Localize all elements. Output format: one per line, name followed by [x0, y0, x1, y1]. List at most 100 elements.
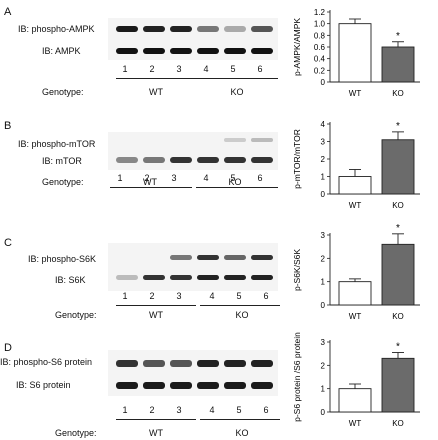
y-axis-label: p-AMPK/AMPK: [292, 18, 302, 76]
bar-ko: [381, 139, 415, 195]
lane-number: 4: [203, 173, 209, 183]
y-tick-label: 2: [321, 155, 326, 164]
x-tick-label: KO: [392, 419, 404, 428]
lane-number: 3: [171, 173, 177, 183]
group-label-wt: WT: [149, 87, 163, 97]
y-tick-label: 1: [321, 385, 326, 394]
y-tick-label: 0: [321, 408, 326, 417]
lane-number: 6: [263, 291, 269, 301]
lane-number: 2: [149, 291, 155, 301]
bar-wt: [338, 23, 372, 83]
x-tick-label: WT: [349, 312, 362, 321]
group-label-ko: KO: [228, 177, 242, 187]
western-blot-image: [108, 350, 278, 396]
y-axis-label: p-S6 protein /S6 protein: [292, 332, 302, 422]
bar-chart: p-mTOR/mTOR 0 1 2 3 4 WT * KO: [292, 120, 420, 210]
bar-wt: [338, 281, 372, 306]
x-tick-label: WT: [349, 201, 362, 210]
lane-number: 1: [117, 173, 123, 183]
bar-chart: p-S6 protein /S6 protein 0 1 2 3 WT * KO: [292, 332, 420, 428]
lane-number: 2: [149, 405, 155, 415]
lane-number: 5: [230, 64, 236, 74]
ko-group-line: [196, 187, 278, 188]
ko-group-line: [196, 78, 278, 79]
lane-number: 6: [257, 64, 263, 74]
lane-number: 4: [209, 405, 215, 415]
x-tick-label: WT: [349, 419, 362, 428]
lane-number: 3: [176, 291, 182, 301]
lane-number: 1: [122, 64, 128, 74]
y-tick-label: 2: [321, 254, 326, 263]
lane-number: 3: [176, 405, 182, 415]
bar-ko: [381, 46, 415, 83]
blot-label-total: IB: S6K: [55, 275, 86, 285]
lane-number: 3: [176, 64, 182, 74]
bar-wt: [338, 176, 372, 195]
wt-group-line: [116, 78, 196, 79]
bar-ko: [381, 357, 415, 413]
ko-group-line: [200, 419, 280, 420]
genotype-label: Genotype:: [55, 310, 97, 320]
group-label-wt: WT: [149, 310, 163, 320]
y-tick-label: 0.4: [314, 55, 326, 64]
y-tick-label: 3: [321, 231, 326, 240]
wt-group-line: [116, 305, 196, 306]
blot-label-total: IB: mTOR: [42, 156, 82, 166]
group-label-ko: KO: [235, 428, 249, 438]
y-axis-label: p-S6K/S6K: [292, 249, 302, 291]
lane-number: 5: [236, 405, 242, 415]
panel-d: D IB: phospho-S6 protein IB: S6 protein …: [0, 330, 438, 440]
y-tick-label: 0.8: [314, 31, 326, 40]
blot-label-phospho: IB: phospho-S6K: [28, 254, 97, 264]
lane-number: 6: [263, 405, 269, 415]
blot-label-total: IB: AMPK: [42, 46, 81, 56]
y-tick-label: 0: [321, 190, 326, 199]
x-tick-label: KO: [392, 201, 404, 210]
y-tick-label: 0.2: [314, 66, 326, 75]
blot-label-total: IB: S6 protein: [16, 380, 71, 390]
group-label-ko: KO: [235, 310, 249, 320]
y-tick-label: 3: [321, 138, 326, 147]
y-tick-label: 3: [321, 338, 326, 347]
wt-group-line: [116, 419, 196, 420]
significance-marker: *: [396, 223, 400, 234]
panel-letter: A: [4, 6, 12, 18]
lane-number: 2: [144, 173, 150, 183]
lane-number: 4: [209, 291, 215, 301]
group-label-wt: WT: [143, 177, 157, 187]
lane-number: 2: [149, 64, 155, 74]
genotype-label: Genotype:: [55, 428, 97, 438]
bar-ko: [381, 243, 415, 306]
y-tick-label: 1: [321, 173, 326, 182]
bar-chart: p-S6K/S6K 0 1 2 3 WT * KO: [292, 223, 420, 321]
lane-number: 5: [230, 173, 236, 183]
blot-label-phospho: IB: phospho-mTOR: [18, 139, 96, 149]
panel-letter: D: [4, 342, 12, 354]
y-tick-label: 2: [321, 361, 326, 370]
y-axis-label: p-mTOR/mTOR: [292, 129, 302, 189]
genotype-label: Genotype:: [42, 177, 84, 187]
x-tick-label: WT: [349, 89, 362, 98]
significance-marker: *: [396, 121, 400, 132]
x-tick-label: KO: [392, 89, 404, 98]
y-tick-label: 4: [321, 120, 326, 129]
blot-label-phospho: IB: phospho-AMPK: [18, 24, 95, 34]
y-tick-label: 1: [321, 278, 326, 287]
wt-group-line: [110, 187, 192, 188]
western-blot-image: [108, 243, 278, 291]
group-label-ko: KO: [230, 87, 244, 97]
y-tick-label: 0: [321, 78, 326, 87]
lane-number: 1: [122, 405, 128, 415]
ko-group-line: [200, 305, 280, 306]
panel-letter: C: [4, 237, 12, 249]
genotype-label: Genotype:: [42, 87, 84, 97]
group-label-wt: WT: [149, 428, 163, 438]
y-tick-label: 1.2: [314, 8, 326, 17]
lane-number: 6: [257, 173, 263, 183]
panel-c: C IB: phospho-S6K IB: S6K 1 2 3 4 5 6 Ge…: [0, 223, 438, 333]
y-tick-label: 1.0: [314, 20, 326, 29]
bar-chart: p-AMPK/AMPK 0 0.2 0.4 0.6 0.8 1.0 1.2 WT * KO: [292, 8, 420, 98]
western-blot-image: [108, 18, 278, 60]
panel-letter: B: [4, 120, 12, 132]
lane-number: 1: [122, 291, 128, 301]
